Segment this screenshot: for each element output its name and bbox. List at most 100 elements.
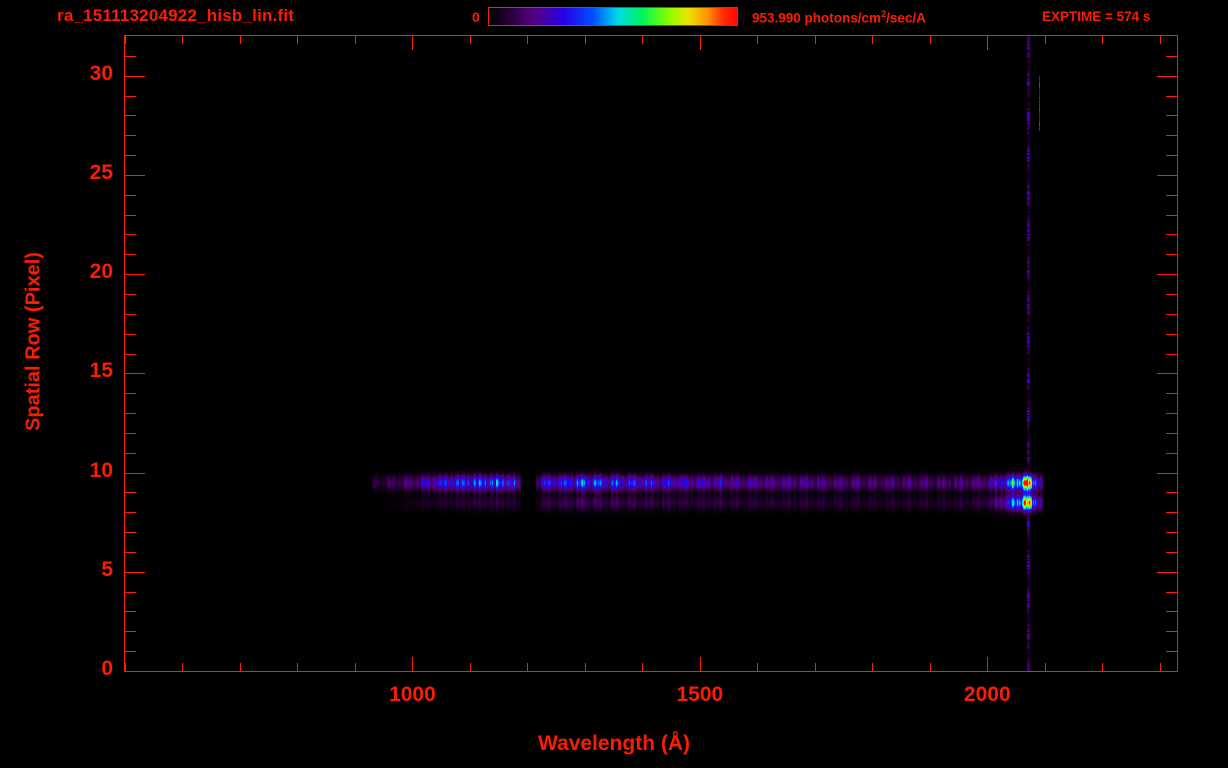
x-minor-tick-top bbox=[1045, 36, 1046, 44]
x-major-tick bbox=[700, 657, 701, 671]
x-tick-label: 1500 bbox=[676, 683, 724, 706]
x-major-tick-top bbox=[700, 36, 701, 50]
y-minor-tick bbox=[125, 155, 136, 156]
x-minor-tick bbox=[527, 663, 528, 671]
x-minor-tick bbox=[125, 663, 126, 671]
y-minor-tick-right bbox=[1166, 492, 1177, 493]
y-minor-tick-right bbox=[1166, 552, 1177, 553]
exposure-time-label: EXPTIME = 574 s bbox=[1042, 9, 1151, 24]
x-minor-tick bbox=[585, 663, 586, 671]
y-minor-tick bbox=[125, 334, 136, 335]
x-minor-tick-top bbox=[297, 36, 298, 44]
y-minor-tick bbox=[125, 611, 136, 612]
colorbar-max-units: /sec/A bbox=[886, 10, 926, 26]
x-minor-tick-top bbox=[470, 36, 471, 44]
y-minor-tick-right bbox=[1166, 592, 1177, 593]
y-minor-tick bbox=[125, 651, 136, 652]
y-major-tick-right bbox=[1157, 175, 1177, 176]
y-major-tick-right bbox=[1157, 274, 1177, 275]
x-minor-tick bbox=[642, 663, 643, 671]
x-minor-tick-top bbox=[930, 36, 931, 44]
y-minor-tick bbox=[125, 56, 136, 57]
y-minor-tick-right bbox=[1166, 393, 1177, 394]
y-minor-tick-right bbox=[1166, 115, 1177, 116]
y-major-tick bbox=[125, 572, 145, 573]
x-tick-label: 2000 bbox=[963, 683, 1011, 706]
y-minor-tick-right bbox=[1166, 354, 1177, 355]
y-tick-label: 10 bbox=[89, 458, 113, 482]
x-minor-tick-top bbox=[240, 36, 241, 44]
y-major-tick bbox=[125, 473, 145, 474]
x-major-tick bbox=[987, 657, 988, 671]
x-minor-tick-top bbox=[815, 36, 816, 44]
y-minor-tick-right bbox=[1166, 334, 1177, 335]
y-minor-tick bbox=[125, 195, 136, 196]
y-minor-tick-right bbox=[1166, 96, 1177, 97]
colorbar-min-label: 0 bbox=[472, 9, 480, 25]
x-minor-tick bbox=[930, 663, 931, 671]
y-minor-tick bbox=[125, 314, 136, 315]
y-tick-label: 0 bbox=[101, 657, 113, 680]
y-minor-tick bbox=[125, 135, 136, 136]
x-minor-tick-top bbox=[527, 36, 528, 44]
y-minor-tick bbox=[125, 532, 136, 533]
x-minor-tick bbox=[1160, 663, 1161, 671]
x-minor-tick-top bbox=[355, 36, 356, 44]
page-title: ra_151113204922_hisb_lin.fit bbox=[57, 6, 295, 25]
x-major-tick-top bbox=[412, 36, 413, 50]
y-minor-tick bbox=[125, 96, 136, 97]
y-major-tick-right bbox=[1157, 473, 1177, 474]
colorbar-max-exponent: 2 bbox=[881, 9, 887, 19]
x-minor-tick-top bbox=[585, 36, 586, 44]
y-minor-tick bbox=[125, 115, 136, 116]
y-tick-label: 30 bbox=[89, 61, 113, 85]
y-minor-tick bbox=[125, 354, 136, 355]
y-tick-label: 25 bbox=[89, 160, 113, 184]
x-minor-tick bbox=[470, 663, 471, 671]
x-minor-tick-top bbox=[1102, 36, 1103, 44]
x-minor-tick-top bbox=[125, 36, 126, 44]
y-minor-tick bbox=[125, 512, 136, 513]
x-minor-tick bbox=[1045, 663, 1046, 671]
x-minor-tick bbox=[757, 663, 758, 671]
x-axis-title: Wavelength (Å) bbox=[537, 732, 691, 755]
y-minor-tick bbox=[125, 492, 136, 493]
x-minor-tick bbox=[297, 663, 298, 671]
x-minor-tick-top bbox=[757, 36, 758, 44]
y-minor-tick bbox=[125, 294, 136, 295]
y-minor-tick bbox=[125, 433, 136, 434]
y-minor-tick bbox=[125, 393, 136, 394]
y-minor-tick-right bbox=[1166, 56, 1177, 57]
y-major-tick bbox=[125, 671, 145, 672]
y-minor-tick bbox=[125, 254, 136, 255]
y-major-tick-right bbox=[1157, 373, 1177, 374]
y-minor-tick bbox=[125, 592, 136, 593]
y-major-tick-right bbox=[1157, 76, 1177, 77]
y-minor-tick-right bbox=[1166, 234, 1177, 235]
x-minor-tick bbox=[355, 663, 356, 671]
y-minor-tick-right bbox=[1166, 294, 1177, 295]
spectrum-image bbox=[125, 36, 1177, 671]
x-minor-tick-top bbox=[1160, 36, 1161, 44]
y-minor-tick-right bbox=[1166, 215, 1177, 216]
colorbar-max-label: 953.990 photons/cm2/sec/A bbox=[752, 9, 926, 26]
y-minor-tick bbox=[125, 631, 136, 632]
y-minor-tick-right bbox=[1166, 631, 1177, 632]
x-minor-tick-top bbox=[642, 36, 643, 44]
colorbar bbox=[488, 7, 738, 26]
y-minor-tick-right bbox=[1166, 314, 1177, 315]
y-minor-tick-right bbox=[1166, 532, 1177, 533]
y-major-tick-right bbox=[1157, 671, 1177, 672]
y-minor-tick bbox=[125, 552, 136, 553]
x-minor-tick-top bbox=[872, 36, 873, 44]
x-minor-tick bbox=[1102, 663, 1103, 671]
y-minor-tick-right bbox=[1166, 453, 1177, 454]
x-minor-tick bbox=[872, 663, 873, 671]
y-minor-tick bbox=[125, 215, 136, 216]
y-tick-label: 20 bbox=[89, 260, 113, 284]
y-minor-tick-right bbox=[1166, 651, 1177, 652]
y-major-tick bbox=[125, 274, 145, 275]
y-minor-tick-right bbox=[1166, 195, 1177, 196]
y-minor-tick-right bbox=[1166, 611, 1177, 612]
